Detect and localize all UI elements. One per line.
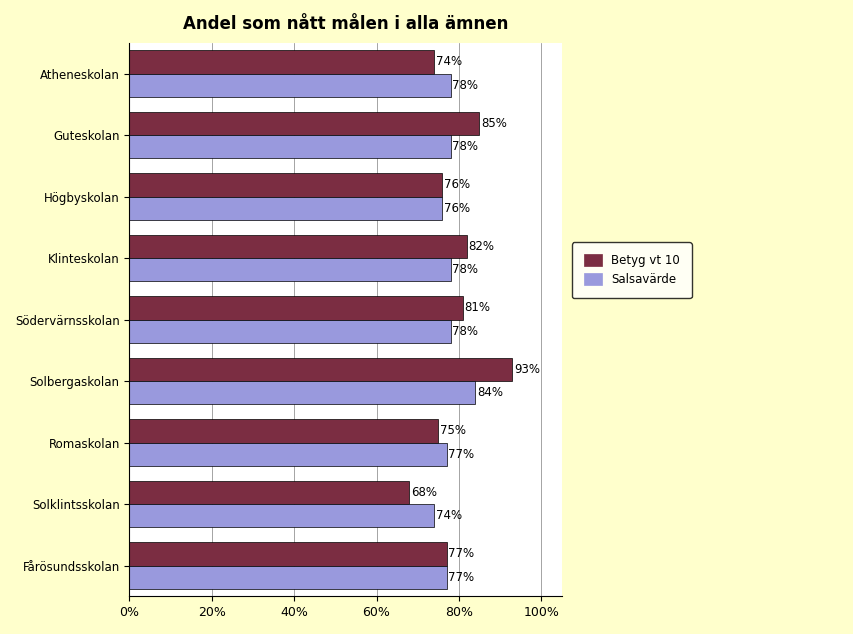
Text: 77%: 77% [448, 547, 473, 560]
Bar [130, 112, 479, 135]
Text: 78%: 78% [452, 325, 478, 338]
Bar [130, 173, 442, 197]
Text: 82%: 82% [468, 240, 494, 253]
Text: 78%: 78% [452, 263, 478, 276]
Legend: Betyg vt 10, Salsavärde: Betyg vt 10, Salsavärde [572, 242, 691, 298]
Text: 76%: 76% [444, 178, 470, 191]
Bar [130, 381, 475, 404]
Text: 78%: 78% [452, 140, 478, 153]
Text: 84%: 84% [477, 386, 502, 399]
Text: 81%: 81% [464, 301, 490, 314]
Text: 77%: 77% [448, 448, 473, 461]
Text: 68%: 68% [410, 486, 437, 499]
Text: 93%: 93% [514, 363, 539, 376]
Bar [130, 320, 450, 343]
Text: 76%: 76% [444, 202, 470, 215]
Text: 75%: 75% [439, 424, 466, 437]
Text: 74%: 74% [435, 55, 461, 68]
Text: 74%: 74% [435, 509, 461, 522]
Bar [130, 566, 446, 589]
Text: 78%: 78% [452, 79, 478, 92]
Bar [130, 235, 467, 258]
Bar [130, 358, 512, 381]
Bar [130, 296, 462, 320]
Text: 77%: 77% [448, 571, 473, 584]
Title: Andel som nått målen i alla ämnen: Andel som nått målen i alla ämnen [183, 15, 508, 33]
Bar [130, 74, 450, 97]
Bar [130, 50, 433, 74]
Bar [130, 135, 450, 158]
Bar [130, 443, 446, 466]
Bar [130, 258, 450, 281]
Text: 85%: 85% [480, 117, 507, 130]
Bar [130, 542, 446, 566]
Bar [130, 481, 409, 504]
Bar [130, 419, 438, 443]
Bar [130, 197, 442, 220]
Bar [130, 504, 433, 527]
